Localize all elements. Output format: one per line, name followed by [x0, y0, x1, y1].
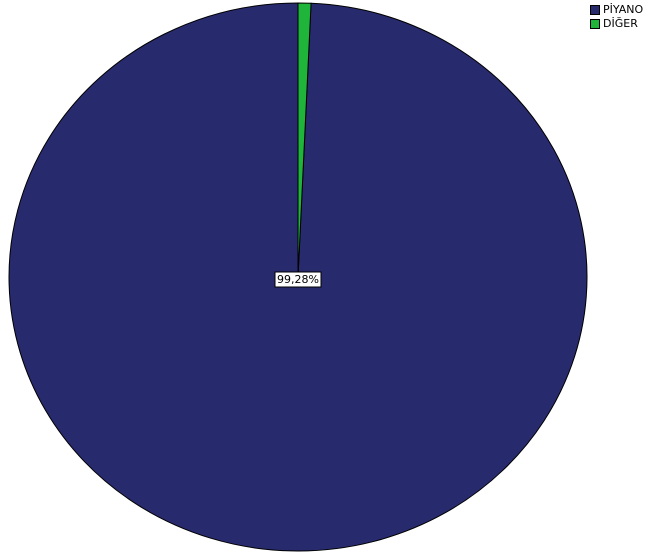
legend-label-piyano: PİYANO — [603, 3, 644, 16]
legend-swatch-diger — [590, 19, 600, 29]
legend-label-diger: DİĞER — [603, 17, 638, 30]
pie-slice-diger — [297, 2, 312, 278]
pie-data-labels: 99,28% — [274, 271, 322, 288]
pie-slice-piyano — [8, 2, 588, 552]
data-label-piyano: 99,28% — [277, 273, 319, 286]
legend-swatch-piyano — [590, 5, 600, 15]
legend: PİYANO DİĞER — [590, 3, 643, 31]
data-label-box-piyano — [274, 271, 322, 288]
legend-item-piyano: PİYANO — [590, 3, 643, 17]
legend-item-diger: DİĞER — [590, 17, 643, 31]
pie-slices — [8, 2, 588, 552]
